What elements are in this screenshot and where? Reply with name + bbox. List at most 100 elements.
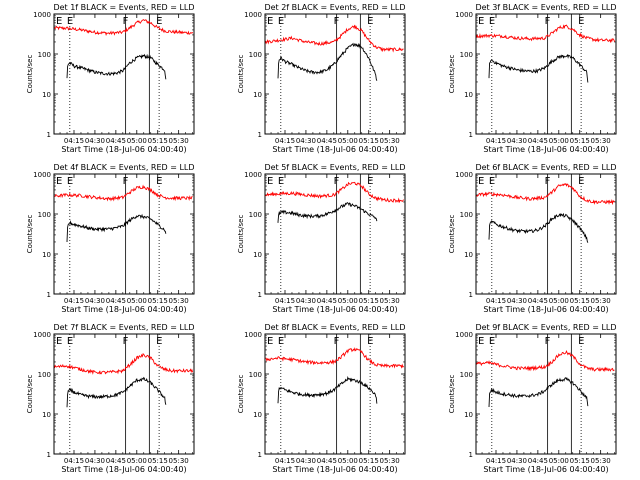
y-axis-label: Counts/sec — [26, 215, 34, 254]
interval-marker-label: F — [123, 176, 129, 187]
lld-series-line — [476, 24, 616, 44]
x-tick-label: 05:00 — [549, 137, 569, 145]
interval-marker-label: E — [478, 176, 484, 187]
interval-marker-label: E — [578, 336, 584, 347]
y-tick-label: 1000 — [455, 171, 473, 179]
y-tick-label: 100 — [249, 371, 262, 379]
events-series-line — [277, 201, 378, 223]
x-tick-label: 04:45 — [106, 137, 126, 145]
y-tick-label: 100 — [249, 51, 262, 59]
interval-marker-label: E — [478, 336, 484, 347]
panel-title: Det 6f BLACK = Events, RED = LLD — [475, 163, 616, 172]
plot-frame — [264, 13, 406, 135]
interval-marker-label: F — [545, 336, 551, 347]
plot-frame — [53, 333, 195, 455]
y-tick-label: 100 — [249, 211, 262, 219]
y-tick-label: 1 — [47, 131, 51, 139]
interval-marker-label: E — [267, 336, 273, 347]
interval-marker-label: E — [489, 336, 495, 347]
y-tick-label: 1 — [469, 451, 473, 459]
interval-marker-label: F — [545, 16, 551, 27]
interval-marker-label: E — [489, 16, 495, 27]
x-axis-label: Start Time (18-Jul-06 04:00:40) — [61, 465, 186, 474]
interval-marker-label: E — [278, 336, 284, 347]
x-tick-label: 05:00 — [338, 297, 358, 305]
events-series-line — [66, 376, 167, 408]
x-tick-label: 05:00 — [127, 137, 147, 145]
plot-frame — [475, 173, 617, 295]
y-tick-label: 1 — [258, 451, 262, 459]
panel-title: Det 1f BLACK = Events, RED = LLD — [53, 3, 194, 12]
x-axis-label: Start Time (18-Jul-06 04:00:40) — [272, 465, 397, 474]
y-tick-label: 1000 — [33, 11, 51, 19]
y-tick-label: 1000 — [244, 331, 262, 339]
x-tick-label: 04:45 — [317, 297, 337, 305]
x-tick-label: 04:45 — [528, 297, 548, 305]
y-tick-label: 1000 — [33, 331, 51, 339]
y-tick-label: 1 — [47, 291, 51, 299]
x-tick-label: 04:45 — [317, 137, 337, 145]
y-tick-label: 100 — [38, 51, 51, 59]
lld-series-line — [476, 349, 615, 373]
x-tick-label: 05:30 — [169, 137, 189, 145]
x-tick-label: 04:30 — [507, 137, 527, 145]
x-tick-label: 04:45 — [106, 297, 126, 305]
y-axis-label: Counts/sec — [26, 55, 34, 94]
chart-panel-1f: Det 1f BLACK = Events, RED = LLD Start Ti… — [26, 3, 195, 154]
interval-marker-label: E — [56, 336, 62, 347]
plot-frame — [53, 13, 195, 135]
plot-frame — [475, 333, 617, 455]
events-series-line — [66, 213, 167, 242]
y-axis-label: Counts/sec — [448, 55, 456, 94]
y-tick-label: 1000 — [244, 171, 262, 179]
x-tick-label: 04:45 — [317, 457, 337, 465]
x-tick-label: 04:30 — [507, 457, 527, 465]
x-tick-label: 04:45 — [528, 137, 548, 145]
interval-marker-label: E — [56, 176, 62, 187]
panel-title: Det 4f BLACK = Events, RED = LLD — [53, 163, 194, 172]
x-tick-label: 05:15 — [148, 457, 168, 465]
y-tick-label: 100 — [38, 211, 51, 219]
x-tick-label: 04:45 — [106, 457, 126, 465]
interval-marker-label: E — [489, 176, 495, 187]
chart-panel-4f: Det 4f BLACK = Events, RED = LLD Start Ti… — [26, 163, 195, 314]
interval-marker-label: E — [367, 176, 373, 187]
events-series-line — [488, 377, 589, 407]
y-tick-label: 100 — [460, 211, 473, 219]
interval-marker-label: E — [278, 16, 284, 27]
chart-panel-3f: Det 3f BLACK = Events, RED = LLD Start Ti… — [448, 3, 617, 154]
x-tick-label: 05:15 — [570, 297, 590, 305]
x-tick-label: 05:15 — [359, 137, 379, 145]
x-axis-label: Start Time (18-Jul-06 04:00:40) — [483, 305, 608, 314]
x-tick-label: 04:15 — [486, 457, 506, 465]
interval-marker-label: F — [334, 336, 340, 347]
plot-frame — [264, 333, 406, 455]
y-tick-label: 1 — [47, 451, 51, 459]
x-axis-label: Start Time (18-Jul-06 04:00:40) — [483, 145, 608, 154]
interval-marker-label: E — [278, 176, 284, 187]
events-series-line — [277, 375, 378, 404]
x-axis-label: Start Time (18-Jul-06 04:00:40) — [483, 465, 608, 474]
y-axis-label: Counts/sec — [237, 55, 245, 94]
x-tick-label: 04:30 — [296, 137, 316, 145]
y-tick-label: 1000 — [244, 11, 262, 19]
y-axis-label: Counts/sec — [237, 375, 245, 414]
interval-marker-label: E — [578, 16, 584, 27]
events-series-line — [488, 212, 589, 243]
y-tick-label: 10 — [42, 251, 51, 259]
x-tick-label: 04:30 — [507, 297, 527, 305]
y-tick-label: 100 — [38, 371, 51, 379]
x-tick-label: 05:15 — [148, 297, 168, 305]
x-tick-label: 05:00 — [127, 297, 147, 305]
y-tick-label: 1 — [258, 131, 262, 139]
panel-title: Det 3f BLACK = Events, RED = LLD — [475, 3, 616, 12]
x-tick-label: 05:30 — [591, 297, 611, 305]
panel-title: Det 7f BLACK = Events, RED = LLD — [53, 323, 194, 332]
x-tick-label: 04:15 — [64, 457, 84, 465]
interval-marker-label: E — [67, 176, 73, 187]
x-tick-label: 05:15 — [570, 457, 590, 465]
lld-series-line — [265, 347, 404, 369]
events-series-line — [488, 54, 589, 83]
lld-series-line — [54, 353, 194, 375]
x-axis-label: Start Time (18-Jul-06 04:00:40) — [272, 145, 397, 154]
